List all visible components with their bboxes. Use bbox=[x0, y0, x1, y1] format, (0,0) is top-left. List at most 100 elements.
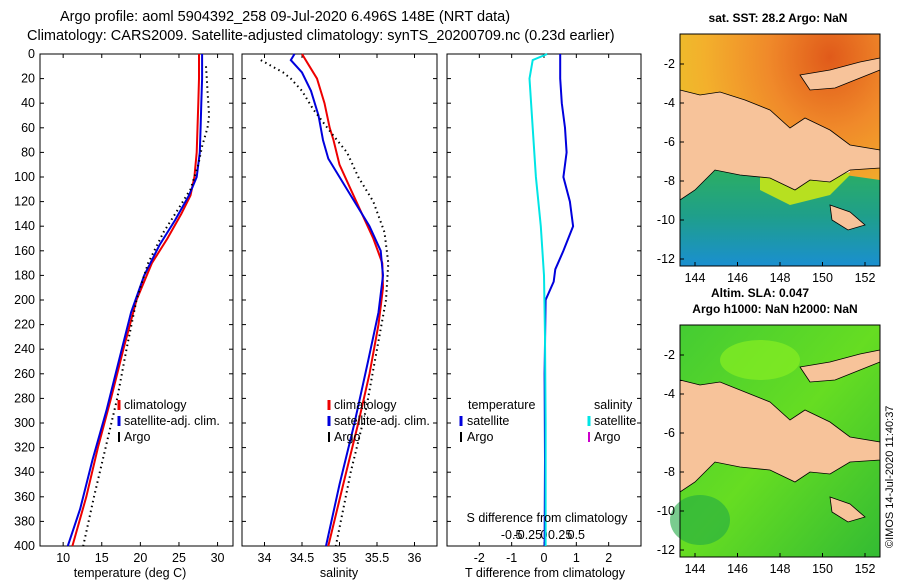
depth-tick-label: 100 bbox=[14, 170, 35, 184]
depth-tick-label: 160 bbox=[14, 244, 35, 258]
x-tick-label: 25 bbox=[172, 551, 186, 565]
map-x-tick-label: 152 bbox=[855, 271, 876, 285]
temperature-plot: 10 15 20 25 30 bbox=[56, 54, 225, 565]
map-y-tick-label: -6 bbox=[664, 426, 675, 440]
x-tick-label: -2 bbox=[474, 551, 485, 565]
series-line-satellite-adj-clim- bbox=[289, 53, 385, 547]
salinity-xlabel: salinity bbox=[320, 566, 359, 580]
salinity-legend: climatology satellite-adj. clim. Argo bbox=[327, 398, 430, 444]
map-x-tick-label: 148 bbox=[770, 562, 791, 576]
series-line-salinity-satellite bbox=[528, 53, 548, 546]
series-line-argo bbox=[82, 66, 211, 547]
legend-label-climatology: climatology bbox=[334, 398, 397, 412]
legend-label-satellite: satellite-adj. clim. bbox=[334, 414, 430, 428]
legend-label-argo: Argo bbox=[124, 430, 150, 444]
depth-tick-label: 340 bbox=[14, 465, 35, 479]
salinity-plot: 34 34.5 35 35.5 36 bbox=[258, 53, 421, 565]
map-y-tick-label: -12 bbox=[657, 252, 675, 266]
altim-land-islands bbox=[829, 496, 866, 523]
x-top-tick-label: 0.5 bbox=[568, 528, 585, 542]
legend-title-salinity: salinity bbox=[594, 398, 633, 412]
altim-low-patch bbox=[670, 495, 730, 545]
map-y-tick-label: -8 bbox=[664, 174, 675, 188]
map-x-tick-label: 148 bbox=[770, 271, 791, 285]
depth-tick-label: 280 bbox=[14, 391, 35, 405]
depth-tick-label: 200 bbox=[14, 293, 35, 307]
sst-map: 144 146 148 150 152 -2 -4 -6 -8 -10 -12 bbox=[657, 33, 881, 285]
difference-legend: temperature salinity satellite Argo sate… bbox=[459, 398, 636, 444]
title-line-1: Argo profile: aoml 5904392_258 09-Jul-20… bbox=[60, 9, 510, 25]
copyright-stamp: ©IMOS 14-Jul-2020 11:40:37 bbox=[884, 406, 896, 548]
difference-plot: -2 -1 0 1 2-0.5-0.250 0.250.5 bbox=[474, 53, 612, 565]
legend-label-sal-argo: Argo bbox=[594, 430, 620, 444]
legend-label-satellite: satellite-adj. clim. bbox=[124, 414, 220, 428]
legend-label-argo: Argo bbox=[334, 430, 360, 444]
difference-xlabel: T difference from climatology bbox=[465, 566, 626, 580]
map-x-tick-label: 144 bbox=[685, 271, 706, 285]
depth-tick-label: 140 bbox=[14, 219, 35, 233]
map-x-tick-label: 150 bbox=[812, 271, 833, 285]
difference-xlabel-top: S difference from climatology bbox=[467, 511, 629, 525]
salinity-panel-frame bbox=[241, 53, 438, 547]
x-tick-label: 34.5 bbox=[290, 551, 314, 565]
legend-label-sal-satellite: satellite bbox=[594, 414, 636, 428]
altim-map-subtitle: Argo h1000: NaN h2000: NaN bbox=[692, 302, 857, 316]
series-line-argo bbox=[260, 59, 390, 547]
temperature-legend: climatology satellite-adj. clim. Argo bbox=[117, 398, 220, 444]
map-x-tick-label: 146 bbox=[727, 562, 748, 576]
x-tick-label: 2 bbox=[605, 551, 612, 565]
depth-tick-label: 0 bbox=[28, 47, 35, 61]
x-tick-label: 10 bbox=[56, 551, 70, 565]
altim-map-ticks: 144 146 148 150 152 -2 -4 -6 -8 -10 -12 bbox=[657, 348, 876, 576]
sst-map-ticks: 144 146 148 150 152 -2 -4 -6 -8 -10 -12 bbox=[657, 57, 876, 285]
altim-high-patch bbox=[720, 340, 800, 380]
legend-label-temp-satellite: satellite bbox=[467, 414, 509, 428]
altim-map: 144 146 148 150 152 -2 -4 -6 -8 -10 -12 bbox=[657, 324, 881, 576]
x-tick-label: 30 bbox=[211, 551, 225, 565]
sst-land-islands bbox=[829, 204, 866, 231]
title-line-2: Climatology: CARS2009. Satellite-adjuste… bbox=[27, 28, 615, 44]
x-tick-label: 34 bbox=[258, 551, 272, 565]
series-line-climatology bbox=[71, 54, 200, 547]
x-tick-label: 35 bbox=[333, 551, 347, 565]
map-y-tick-label: -2 bbox=[664, 348, 675, 362]
depth-tick-label: 240 bbox=[14, 342, 35, 356]
legend-label-climatology: climatology bbox=[124, 398, 187, 412]
depth-tick-label: 20 bbox=[21, 72, 35, 86]
x-top-tick-label: 0.25 bbox=[548, 528, 572, 542]
sst-map-title: sat. SST: 28.2 Argo: NaN bbox=[709, 11, 848, 25]
x-tick-label: 0 bbox=[541, 551, 548, 565]
map-x-tick-label: 150 bbox=[812, 562, 833, 576]
x-tick-label: 1 bbox=[573, 551, 580, 565]
depth-tick-label: 320 bbox=[14, 441, 35, 455]
depth-tick-label: 120 bbox=[14, 195, 35, 209]
series-line-satellite-adj-clim- bbox=[66, 54, 204, 547]
altim-map-title: Altim. SLA: 0.047 bbox=[711, 286, 809, 300]
depth-tick-label: 220 bbox=[14, 318, 35, 332]
depth-tick-label: 260 bbox=[14, 367, 35, 381]
map-y-tick-label: -10 bbox=[657, 504, 675, 518]
map-y-tick-label: -12 bbox=[657, 543, 675, 557]
depth-tick-label: 40 bbox=[21, 96, 35, 110]
x-top-tick-label: -0.5 bbox=[501, 528, 523, 542]
map-x-tick-label: 144 bbox=[685, 562, 706, 576]
x-top-tick-label: -0.25 bbox=[514, 528, 543, 542]
x-tick-label: 20 bbox=[133, 551, 147, 565]
depth-tick-label: 80 bbox=[21, 145, 35, 159]
depth-tick-label: 360 bbox=[14, 490, 35, 504]
depth-tick-label: 400 bbox=[14, 539, 35, 553]
x-tick-label: -1 bbox=[506, 551, 517, 565]
legend-label-temp-argo: Argo bbox=[467, 430, 493, 444]
map-y-tick-label: -2 bbox=[664, 57, 675, 71]
depth-axis: 0 20 40 60 80 100 120 140 160 180 200 220 240 260 280 3… bbox=[14, 47, 641, 553]
depth-tick-label: 60 bbox=[21, 121, 35, 135]
temperature-xlabel: temperature (deg C) bbox=[74, 566, 187, 580]
x-tick-label: 35.5 bbox=[365, 551, 389, 565]
map-x-tick-label: 152 bbox=[855, 562, 876, 576]
legend-title-temperature: temperature bbox=[468, 398, 535, 412]
depth-tick-label: 300 bbox=[14, 416, 35, 430]
series-line-temperature-satellite bbox=[543, 54, 575, 547]
map-x-tick-label: 146 bbox=[727, 271, 748, 285]
map-y-tick-label: -8 bbox=[664, 465, 675, 479]
